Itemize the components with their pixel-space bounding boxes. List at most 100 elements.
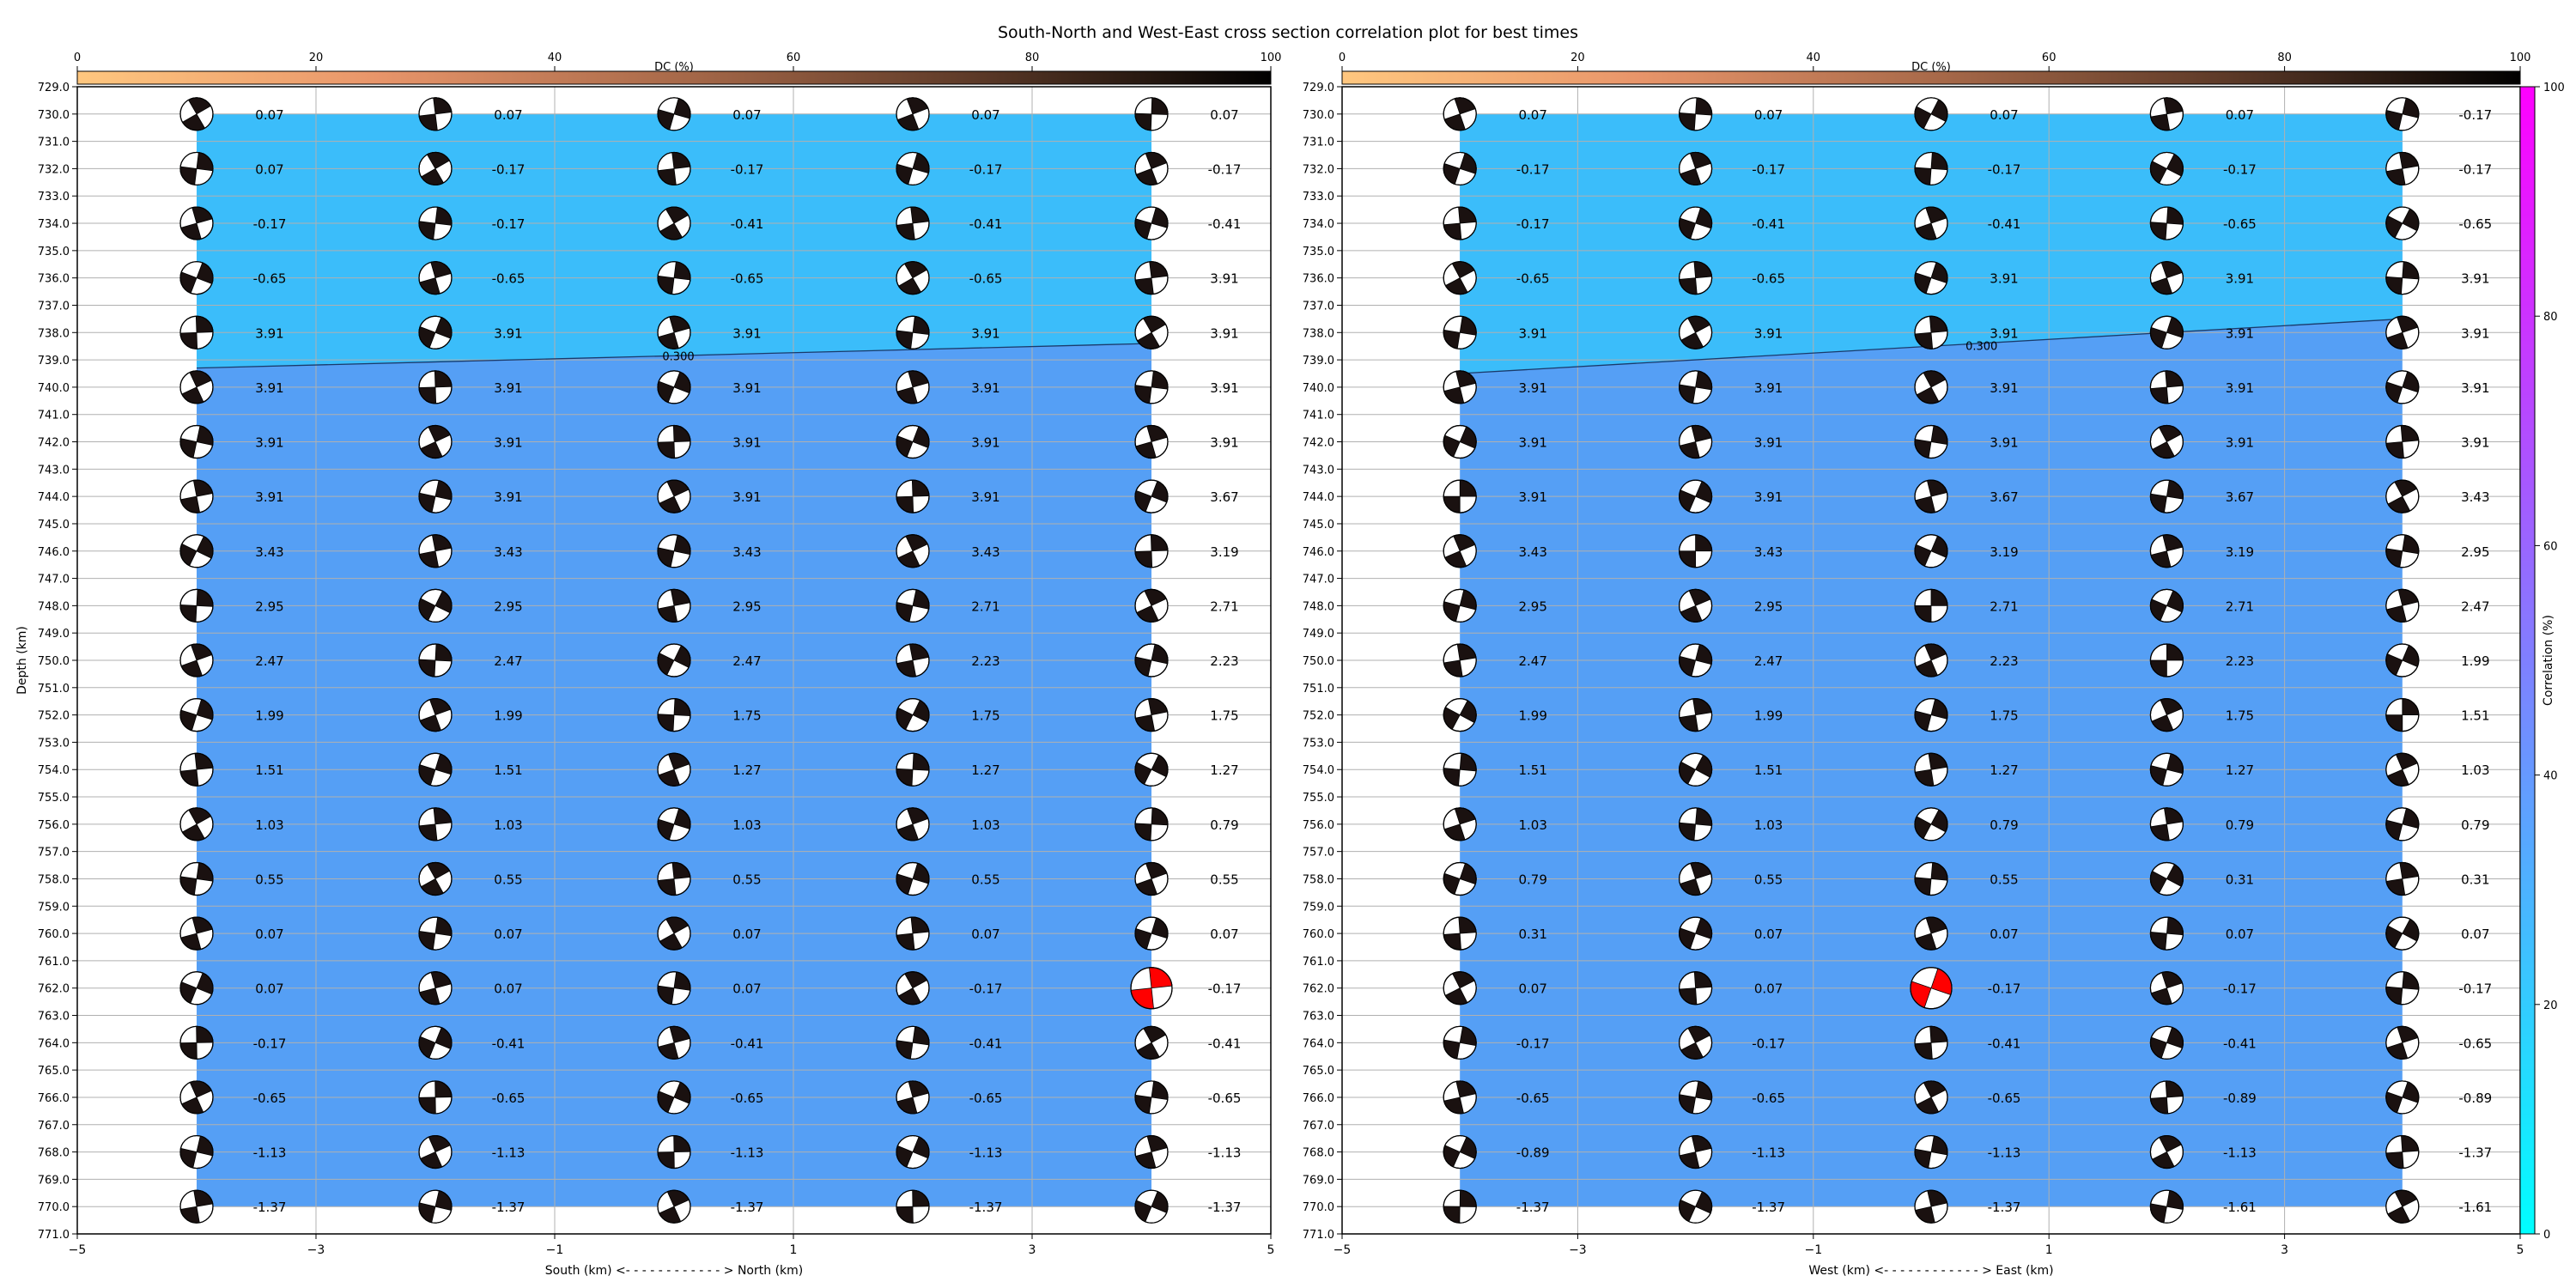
beachball-mechanism xyxy=(896,1080,930,1115)
beachball-mechanism xyxy=(657,97,691,131)
time-label: -0.41 xyxy=(731,1036,764,1051)
time-label: 2.47 xyxy=(1754,653,1783,669)
beachball-mechanism xyxy=(2149,151,2184,186)
beachball-mechanism xyxy=(657,807,691,841)
y-tick-label: 766.0 xyxy=(1303,1092,1334,1105)
y-tick-label: 733.0 xyxy=(38,191,70,204)
time-label: -0.17 xyxy=(253,216,287,232)
time-label: 1.03 xyxy=(494,817,522,833)
beachball-mechanism xyxy=(418,807,453,841)
beachball-mechanism xyxy=(2149,261,2184,295)
beachball-mechanism xyxy=(1678,698,1713,732)
y-tick-label: 764.0 xyxy=(1303,1037,1334,1050)
time-label: 3.43 xyxy=(494,544,522,560)
time-label: -0.17 xyxy=(1516,216,1550,232)
beachball-mechanism xyxy=(1678,424,1713,459)
time-label: 2.47 xyxy=(1518,653,1546,669)
beachball-mechanism xyxy=(1914,479,1948,513)
beachball-mechanism xyxy=(1134,643,1169,677)
beachball-mechanism xyxy=(2149,1025,2184,1060)
time-label: -0.41 xyxy=(1752,216,1785,232)
beachball-mechanism xyxy=(2385,588,2420,623)
time-label: 3.91 xyxy=(1518,489,1546,505)
beachball-mechanism xyxy=(657,534,691,568)
y-tick-label: 767.0 xyxy=(38,1120,70,1133)
y-tick-label: 746.0 xyxy=(38,546,70,559)
y-tick-label: 737.0 xyxy=(38,300,70,313)
time-label: 3.91 xyxy=(2461,325,2489,341)
beachball-mechanism xyxy=(1443,971,1477,1005)
time-label: -0.17 xyxy=(969,981,1003,997)
dc-colorbar-tick-label: 20 xyxy=(309,52,324,64)
time-label: -0.65 xyxy=(731,271,764,287)
time-label: 0.79 xyxy=(2226,817,2254,833)
time-label: -0.17 xyxy=(1208,981,1242,997)
dc-colorbar: 0 20 40 60 80 100 DC (%) xyxy=(1339,52,2530,85)
y-tick-label: 730.0 xyxy=(1303,109,1334,122)
dc-colorbar-tick-label: 60 xyxy=(2042,52,2057,64)
time-label: -0.17 xyxy=(2223,161,2257,177)
beachball-quadrant xyxy=(1149,967,1173,989)
time-label: 3.91 xyxy=(732,380,761,396)
beachball-mechanism xyxy=(418,752,453,787)
beachball-mechanism xyxy=(896,807,930,841)
time-label: 0.07 xyxy=(255,161,283,177)
time-label: 3.91 xyxy=(2461,380,2489,396)
beachball-mechanism xyxy=(1443,916,1477,951)
time-label: -0.65 xyxy=(492,271,526,287)
time-label: -1.13 xyxy=(1208,1145,1242,1161)
correlation-colorbar-fill xyxy=(2519,86,2536,1235)
beachball-mechanism xyxy=(1134,370,1169,404)
beachball-quadrant xyxy=(179,495,201,513)
time-label: 0.07 xyxy=(1990,107,2018,123)
beachball-mechanism xyxy=(1134,807,1169,841)
time-label: -0.65 xyxy=(253,1091,287,1106)
beachball-mechanism xyxy=(179,1025,214,1060)
y-tick-label: 747.0 xyxy=(1303,574,1334,586)
time-label: 3.91 xyxy=(1990,380,2018,396)
time-label: 1.27 xyxy=(1210,762,1238,778)
y-tick-label: 764.0 xyxy=(38,1037,70,1050)
time-label: 1.03 xyxy=(971,817,999,833)
y-tick-label: 734.0 xyxy=(38,218,70,231)
y-tick-label: 754.0 xyxy=(38,764,70,777)
beachball-mechanism xyxy=(2385,261,2420,295)
y-tick-label: 747.0 xyxy=(38,574,70,586)
beachball-mechanism xyxy=(1678,370,1713,404)
y-tick-label: 740.0 xyxy=(1303,382,1334,395)
correlation-colorbar: Correlation (%) 0 20 40 60 80 100 xyxy=(2519,82,2565,1242)
x-axis-label: West (km) <- - - - - - - - - - - - > Eas… xyxy=(1808,1264,2053,1278)
y-tick-label: 756.0 xyxy=(1303,819,1334,832)
beachball-mechanism xyxy=(896,698,930,732)
dc-colorbar-tick-label: 80 xyxy=(2277,52,2292,64)
y-tick-label: 763.0 xyxy=(38,1011,70,1024)
time-label: 0.07 xyxy=(1210,927,1238,942)
time-label: 3.91 xyxy=(1518,435,1546,451)
time-label: -1.13 xyxy=(1988,1145,2021,1161)
time-label: 1.03 xyxy=(2461,762,2489,778)
time-label: 0.55 xyxy=(971,872,999,887)
time-label: 3.91 xyxy=(1518,380,1546,396)
beachball-mechanism xyxy=(1134,588,1169,623)
y-tick-label: 753.0 xyxy=(38,737,70,750)
beachball-mechanism xyxy=(1914,370,1948,404)
beachball-mechanism xyxy=(657,643,691,677)
time-label: -0.65 xyxy=(1988,1091,2021,1106)
beachball-mechanism xyxy=(1443,315,1477,349)
beachball-mechanism xyxy=(179,588,214,623)
beachball-mechanism xyxy=(2385,643,2420,677)
time-label: -0.17 xyxy=(1988,981,2021,997)
beachball-mechanism xyxy=(1914,1189,1948,1224)
y-tick-label: 755.0 xyxy=(1303,792,1334,805)
beachball-mechanism xyxy=(657,1025,691,1060)
beachball-mechanism xyxy=(2149,315,2184,349)
dc-colorbar-label: DC (%) xyxy=(1911,61,1951,74)
beachball-mechanism xyxy=(2149,206,2184,240)
beachball-mechanism xyxy=(1443,807,1477,841)
beachball-mechanism xyxy=(1134,479,1169,513)
time-label: 2.71 xyxy=(2226,598,2254,614)
time-label: -0.65 xyxy=(1516,271,1550,287)
time-label: 1.99 xyxy=(1518,708,1546,724)
time-label: -0.89 xyxy=(1516,1145,1550,1161)
y-tick-label: 751.0 xyxy=(38,683,70,696)
